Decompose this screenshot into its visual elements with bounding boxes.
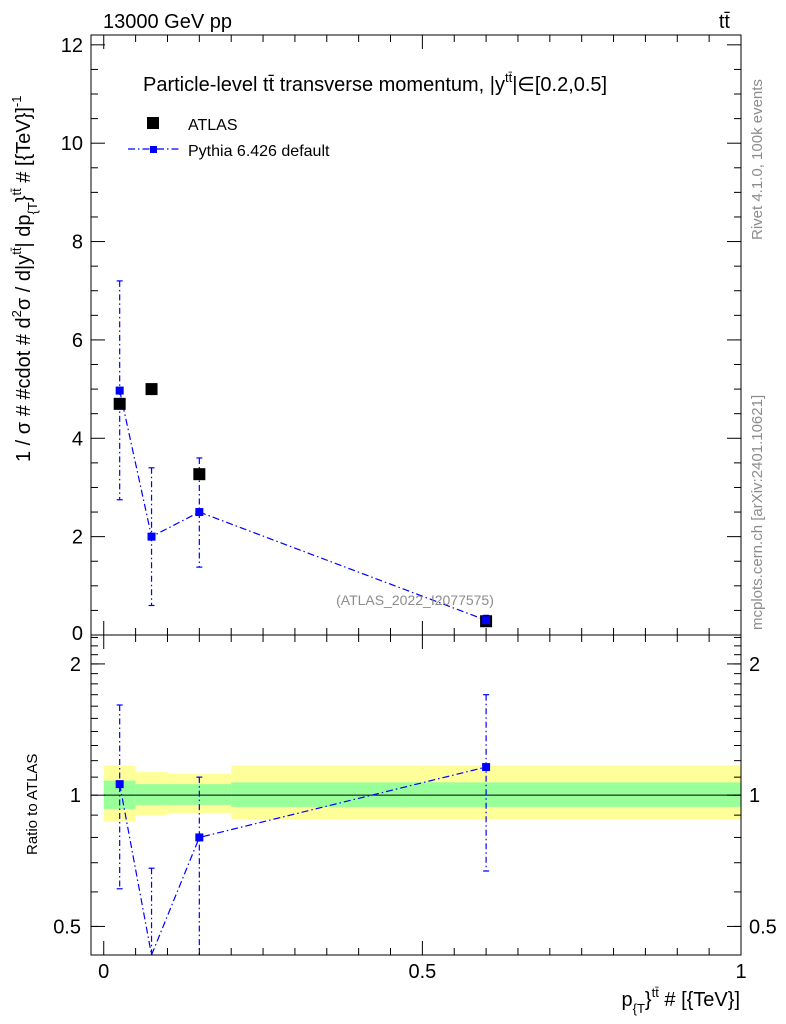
ratio-tick-label: 2 [70,654,81,676]
analysis-watermark: (ATLAS_2022_I2077575) [336,592,494,608]
y-tick-label: 4 [72,428,83,450]
mc-data-point [115,386,124,395]
mc-series-line [119,390,487,621]
x-tick-label: 0.5 [408,961,436,983]
ratio-mc-point [482,763,491,772]
legend-atlas-marker [147,117,159,129]
x-axis-label: p{T}tt̄ # [{TeV}] [621,985,740,1016]
y-tick-label: 2 [72,527,83,549]
ratio-tick-label-right: 0.5 [749,916,777,938]
mc-data-point [482,616,491,625]
ratio-axis-ticks: 0 0.5 1 0.5 0.5 1 1 2 2 [53,635,777,983]
ratio-panel: 0 0.5 1 0.5 0.5 1 1 2 2 [53,634,777,983]
atlas-data-point [113,397,126,410]
y-tick-label: 6 [72,330,83,352]
ratio-tick-label: 1 [70,785,81,807]
energy-label: 13000 GeV pp [103,11,232,33]
y-tick-label: 12 [61,35,83,57]
legend: ATLAS Pythia 6.426 default [128,117,330,160]
ratio-mc-point [195,833,204,842]
atlas-data-point [145,383,158,396]
ratio-tick-label-right: 2 [749,654,760,676]
ratio-marks [115,694,491,955]
main-panel: 2 4 6 8 10 12 0 Particle-level tt̄ transverse … [61,34,742,645]
y-tick-label-zero: 0 [72,623,83,645]
x-tick-label: 0 [98,961,109,983]
y-tick-label: 8 [72,232,83,254]
ratio-band-inner [135,784,168,805]
ratio-tick-label-right: 1 [749,785,760,807]
main-marks [113,280,493,628]
y-axis-label: 1 / σ # #cdot # d2σ / d|ytt̄| dp{T}tt̄ #… [9,96,40,462]
ratio-mc-point [115,780,124,789]
rivet-label: Rivet 4.1.0, 100k events [749,79,766,240]
mc-data-point [195,508,204,517]
mcplots-label: mcplots.cern.ch [arXiv:2401.10621] [749,395,766,630]
ratio-mc-line [119,766,487,958]
ratio-tick-label: 0.5 [53,916,81,938]
mc-data-point [147,532,156,541]
ratio-axis-label: Ratio to ATLAS [24,754,41,855]
x-tick-label: 1 [735,961,746,983]
main-axis-ticks: 2 4 6 8 10 12 0 [61,35,742,645]
legend-pythia-marker [150,146,157,153]
process-label: tt̄ [719,11,731,33]
legend-atlas-label: ATLAS [188,117,238,134]
legend-pythia-label: Pythia 6.426 default [188,143,330,160]
mc-line [119,390,487,621]
atlas-data-point [193,468,206,481]
y-tick-label: 10 [61,133,83,155]
plot-title: Particle-level tt̄ transverse momentum, … [143,70,607,96]
ratio-mc-line [119,766,487,958]
